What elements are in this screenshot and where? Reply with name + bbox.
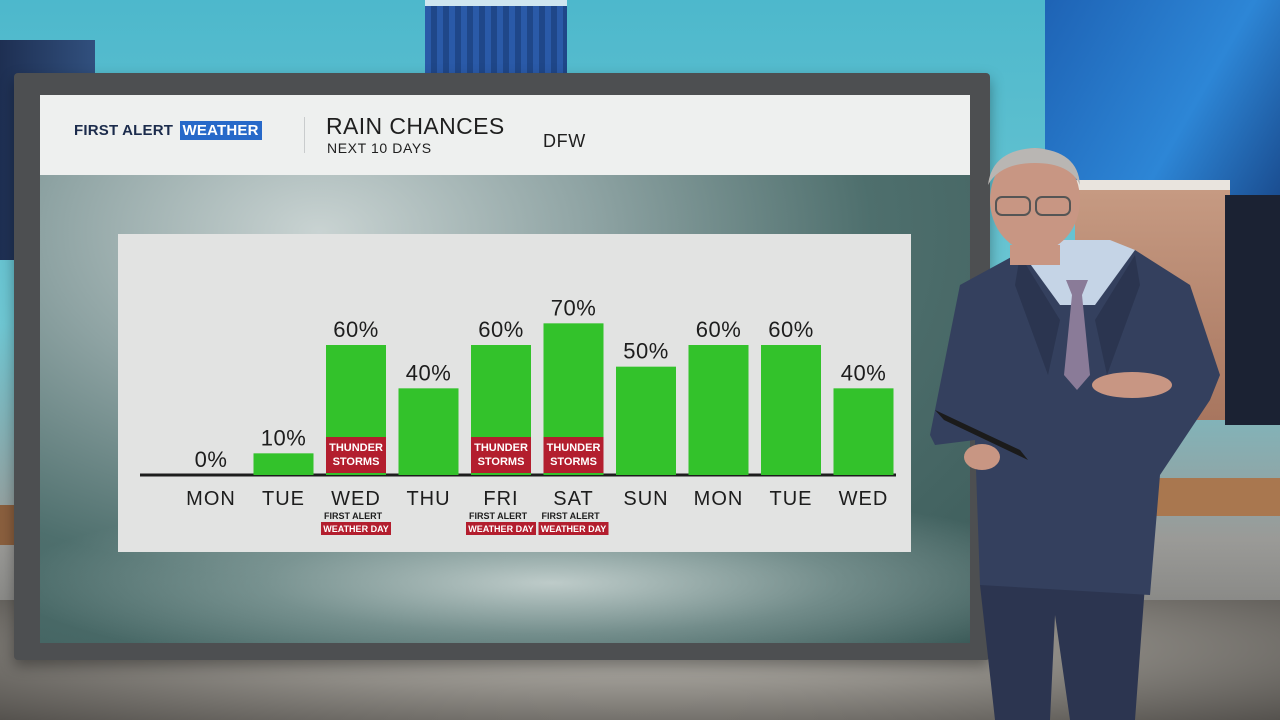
thunderstorm-tag	[471, 437, 531, 473]
thunderstorm-tag-line1: THUNDER	[547, 442, 601, 454]
thunderstorm-tag	[326, 437, 386, 473]
rain-bar	[398, 388, 459, 475]
thunderstorm-tag-line2: STORMS	[550, 456, 597, 468]
background-building-glass	[1045, 0, 1280, 200]
alert-tag-line1: FIRST ALERT	[469, 511, 528, 521]
alert-tag-box	[321, 522, 391, 535]
location-label: DFW	[543, 131, 586, 151]
value-label: 60%	[478, 317, 524, 342]
day-label: WED	[839, 488, 889, 510]
thunderstorm-tag-line1: THUNDER	[329, 442, 383, 454]
day-label: FRI	[483, 488, 518, 510]
alert-tag-line2: WEATHER DAY	[323, 524, 389, 534]
alert-tag-box	[466, 522, 536, 535]
thunderstorm-tag-line2: STORMS	[478, 456, 525, 468]
value-label: 0%	[195, 447, 228, 472]
value-label: 60%	[333, 317, 379, 342]
alert-tag-line2: WEATHER DAY	[541, 524, 607, 534]
chart-panel: 0% MON 10% TUE THUNDER STORMS 60% WED FIRST ALER…	[118, 234, 911, 552]
day-label: THU	[406, 488, 450, 510]
alert-tag-line1: FIRST ALERT	[324, 511, 383, 521]
weather-screen: FIRST ALERT WEATHER RAIN CHANCES NEXT 10…	[40, 95, 970, 643]
value-label: 60%	[768, 317, 814, 342]
day-label: SUN	[623, 488, 668, 510]
graphic-title: RAIN CHANCES	[326, 113, 505, 139]
day-label: MON	[186, 488, 236, 510]
rain-bar	[616, 366, 676, 475]
value-label: 10%	[261, 425, 307, 450]
alert-tag-box	[538, 522, 609, 535]
day-label: TUE	[770, 488, 813, 510]
day-label: TUE	[262, 488, 305, 510]
studio-desk-right	[1140, 478, 1280, 516]
alert-tag-line1: FIRST ALERT	[542, 511, 601, 521]
station-logo: FIRST ALERT WEATHER	[74, 121, 262, 140]
graphic-header: FIRST ALERT WEATHER RAIN CHANCES NEXT 10…	[40, 95, 970, 175]
value-label: 40%	[406, 360, 452, 385]
day-label: SAT	[553, 488, 593, 510]
thunderstorm-tag-line2: STORMS	[333, 456, 380, 468]
rain-bar	[688, 345, 749, 475]
value-label: 60%	[696, 317, 742, 342]
thunderstorm-tag	[543, 437, 604, 473]
logo-text: FIRST ALERT	[74, 122, 174, 139]
value-label: 40%	[841, 360, 887, 385]
rain-bar	[253, 453, 314, 475]
day-label: WED	[331, 488, 381, 510]
alert-tag-line2: WEATHER DAY	[468, 524, 534, 534]
day-label: MON	[694, 488, 744, 510]
value-label: 70%	[551, 295, 597, 320]
logo-boxed-text: WEATHER	[179, 121, 262, 140]
rain-bar	[761, 345, 821, 475]
value-label: 50%	[623, 339, 669, 364]
meteorologist-presenter	[930, 148, 1220, 720]
header-divider	[304, 117, 305, 153]
graphic-subtitle: NEXT 10 DAYS	[327, 140, 432, 156]
thunderstorm-tag-line1: THUNDER	[474, 442, 528, 454]
rain-bar	[833, 388, 894, 475]
background-building-dark	[1225, 195, 1280, 425]
